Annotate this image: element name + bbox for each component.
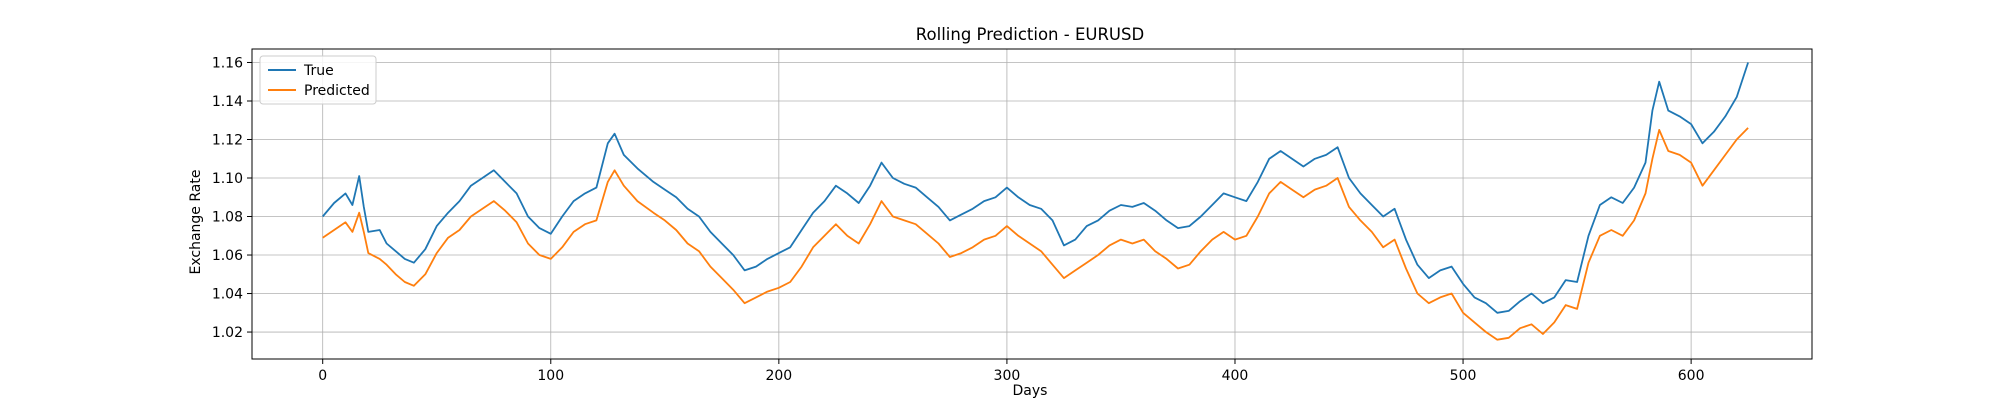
x-axis-label: Days (1013, 383, 1048, 399)
series-line-predicted (322, 127, 1749, 341)
chart-title: Rolling Prediction - EURUSD (916, 25, 1144, 44)
legend-label-true: True (303, 63, 334, 79)
y-axis-label: Exchange Rate (188, 170, 204, 275)
grid (252, 49, 1812, 359)
plot-frame (251, 48, 1813, 360)
y-tick-label: 1.06 (212, 248, 243, 264)
y-tick-label: 1.04 (212, 287, 243, 303)
y-tick-label: 1.16 (212, 55, 243, 71)
x-tick-label: 0 (318, 368, 327, 384)
series-layer (322, 62, 1749, 341)
legend-box (259, 55, 377, 105)
x-tick-label: 500 (1450, 368, 1477, 384)
x-tick-label: 600 (1678, 368, 1705, 384)
x-axis: 0 100 200 300 400 500 600 (318, 359, 1704, 384)
series-line-true (322, 62, 1749, 314)
y-tick-label: 1.02 (212, 325, 243, 341)
x-tick-label: 400 (1222, 368, 1249, 384)
x-tick-label: 200 (765, 368, 792, 384)
y-tick-label: 1.12 (212, 132, 243, 148)
y-axis: 1.02 1.04 1.06 1.08 1.10 1.12 1.14 1.16 (212, 55, 252, 341)
y-tick-label: 1.08 (212, 210, 243, 226)
y-tick-label: 1.14 (212, 94, 243, 110)
y-tick-label: 1.10 (212, 171, 243, 187)
x-tick-label: 300 (994, 368, 1021, 384)
legend: True Predicted (259, 55, 377, 105)
legend-label-predicted: Predicted (304, 83, 370, 99)
x-tick-label: 100 (537, 368, 564, 384)
